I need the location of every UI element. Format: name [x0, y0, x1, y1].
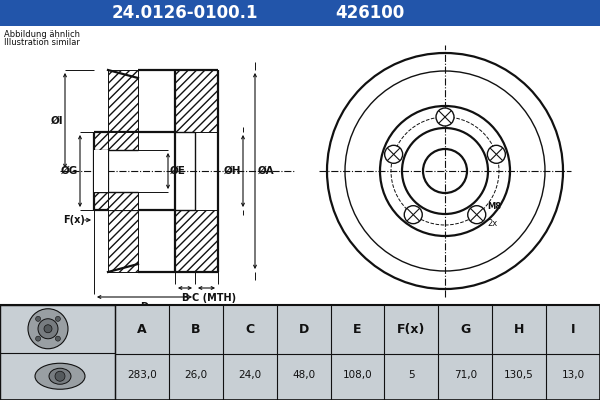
Text: B: B [191, 323, 200, 336]
Text: F(x): F(x) [63, 215, 85, 225]
Text: 5: 5 [408, 370, 415, 380]
Bar [108, 132, 138, 150]
Text: 26,0: 26,0 [184, 370, 208, 380]
Text: D: D [298, 323, 309, 336]
Text: G: G [460, 323, 470, 336]
Text: 108,0: 108,0 [343, 370, 373, 380]
Bar [0, 305, 600, 400]
Bar [0, 0, 600, 26]
Circle shape [404, 206, 422, 224]
Ellipse shape [49, 368, 71, 384]
Text: 283,0: 283,0 [127, 370, 157, 380]
Bar [0, 305, 115, 400]
Bar [175, 132, 218, 210]
Text: ØA: ØA [258, 166, 275, 176]
Circle shape [55, 316, 61, 321]
Text: ØH: ØH [223, 166, 241, 176]
Text: 24,0: 24,0 [238, 370, 261, 380]
Bar [94, 192, 108, 210]
Bar [175, 210, 218, 272]
Circle shape [468, 206, 486, 224]
Bar [108, 210, 138, 272]
Text: 2x: 2x [488, 219, 498, 228]
Bar [108, 192, 138, 210]
Circle shape [44, 325, 52, 333]
Text: Illustration similar: Illustration similar [4, 38, 80, 47]
Text: M8: M8 [488, 202, 502, 211]
Circle shape [38, 319, 58, 339]
Circle shape [35, 336, 41, 341]
Text: D: D [140, 302, 149, 312]
Text: 13,0: 13,0 [562, 370, 584, 380]
Text: 130,5: 130,5 [504, 370, 534, 380]
Text: 48,0: 48,0 [292, 370, 315, 380]
Text: 71,0: 71,0 [454, 370, 477, 380]
Text: Abbildung ähnlich: Abbildung ähnlich [4, 30, 80, 39]
Bar [94, 132, 108, 150]
Text: 24.0126-0100.1: 24.0126-0100.1 [112, 4, 258, 22]
Bar [108, 70, 138, 132]
Circle shape [55, 336, 61, 341]
Bar [0, 305, 600, 400]
Bar [0, 26, 600, 305]
Circle shape [35, 316, 41, 321]
Circle shape [55, 371, 65, 381]
Text: ØG: ØG [61, 166, 78, 176]
Circle shape [436, 108, 454, 126]
Bar [108, 150, 138, 192]
Text: E: E [353, 323, 362, 336]
Text: B: B [181, 293, 188, 303]
Text: C: C [245, 323, 254, 336]
Circle shape [28, 309, 68, 349]
Bar [94, 150, 108, 192]
Text: I: I [571, 323, 575, 336]
Bar [175, 70, 218, 132]
Text: ØI: ØI [50, 116, 63, 126]
Text: ØE: ØE [170, 166, 186, 176]
Circle shape [327, 53, 563, 289]
Text: A: A [137, 323, 147, 336]
Ellipse shape [35, 363, 85, 389]
Text: F(x): F(x) [397, 323, 425, 336]
Text: 426100: 426100 [335, 4, 404, 22]
Text: H: H [514, 323, 524, 336]
Circle shape [487, 145, 505, 163]
Text: C (MTH): C (MTH) [193, 293, 236, 303]
Circle shape [385, 145, 403, 163]
